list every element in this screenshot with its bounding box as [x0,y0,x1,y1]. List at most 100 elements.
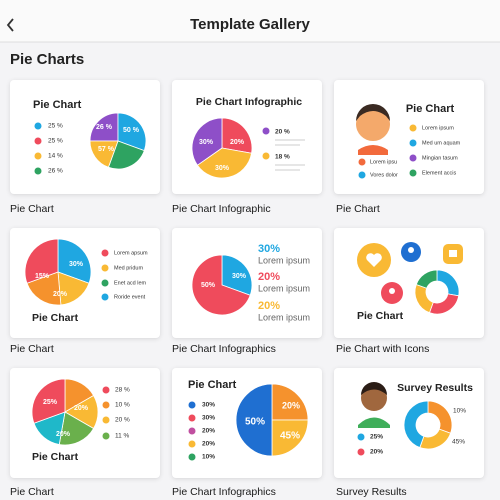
back-button[interactable] [6,18,14,32]
slice-label: 10% [453,408,466,415]
legend-label: Lorem ipsum [258,255,310,265]
legend-label: 25 % [48,123,63,130]
legend-label: 18 % [275,154,290,161]
thumb-title: Pie Chart [32,312,79,324]
slice-label: 15% [35,273,50,280]
legend-dot [357,448,365,456]
legend-dot [102,432,110,440]
pie-slice [24,238,59,284]
legend-label: 25 % [48,138,63,145]
card-caption[interactable]: Pie Chart [10,203,54,215]
legend-dot [188,427,196,435]
card-thumbnail[interactable] [334,80,484,194]
thumb-title: Pie Chart [188,379,237,391]
pie-slice [235,383,273,457]
thumb-title: Pie Chart [357,310,404,322]
avatar [361,385,387,411]
slice-label: 50 % [123,127,140,134]
thumb-title: Survey Results [397,382,473,394]
pie-slice [107,140,145,170]
card-caption[interactable]: Pie Chart [10,486,54,498]
legend-value: 20% [258,300,280,312]
avatar-body [358,145,388,155]
pie-slice [58,411,95,446]
slice-label: 26 % [96,124,113,131]
flag-icon [449,250,457,257]
legend-label: 10 % [115,402,130,409]
user-icon [389,288,395,294]
legend-label: Lorem ipsu [370,159,397,165]
legend-label: 11 % [115,433,130,440]
slice-label: 20% [56,431,71,438]
legend-label: 26 % [48,168,63,175]
legend-dot [409,169,417,177]
card-caption[interactable]: Pie Chart Infographic [172,203,271,215]
card-caption[interactable]: Pie Chart [336,203,380,215]
legend-label: 20 % [275,129,290,136]
slice-label: 30% [215,165,230,172]
legend-value: 20% [258,271,280,283]
slice-label: 50% [201,282,216,289]
legend-label: 10% [202,454,215,461]
pie-slice [57,238,92,284]
legend-dot [34,122,42,130]
legend-dot [358,158,366,166]
thumb-title: Pie Chart Infographic [196,96,302,108]
avatar-hair [356,104,390,121]
legend-dot [188,401,196,409]
legend-dot [188,440,196,448]
slice-label: 20% [282,400,300,410]
legend-value: 30% [258,243,280,255]
card-caption[interactable]: Pie Chart Infographics [172,343,276,355]
legend-label: Med pridum [114,265,143,271]
legend-label: Lorem ipsum [422,125,454,131]
legend-label: 30% [202,402,215,409]
legend-dot [262,127,270,135]
slice-label: 30% [199,139,214,146]
pie-slice [271,419,309,457]
header-title: Template Gallery [190,16,310,33]
card-caption[interactable]: Pie Chart Infographics [172,486,276,498]
slice-label: 30% [232,273,247,280]
pie-slice [117,112,147,152]
legend-label: Enet acd lem [114,280,147,286]
legend-dot [358,171,366,179]
legend-label: 20% [202,441,215,448]
avatar [356,107,390,141]
legend-dot [188,453,196,461]
pie-slice [89,112,119,142]
card-caption[interactable]: Survey Results [336,486,407,498]
legend-label: Roride event [114,294,146,300]
avatar-hair [361,382,387,395]
legend-dot [34,137,42,145]
legend-dot [101,279,109,287]
pie-slice [191,254,251,316]
pie-slice [191,117,223,166]
legend-label: 28 % [115,387,130,394]
legend-label: 20% [370,449,383,456]
pie-slice [31,378,66,424]
legend-label: Mingian tasum [422,155,458,161]
slice-label: 45% [452,439,465,446]
legend-label: 20 % [115,417,130,424]
thumb-title: Pie Chart [406,103,455,115]
card-caption[interactable]: Pie Chart with Icons [336,343,429,355]
slice-label: 57 % [98,146,115,153]
legend-label: Element accis [422,170,456,176]
heart-icon [366,253,382,267]
legend-label: Lorem apsum [114,250,148,256]
top-bar [0,0,500,42]
legend-dot [101,249,109,257]
legend-dot [101,293,109,301]
legend-label: 20% [202,428,215,435]
legend-label: Lorem ipsum [258,283,310,293]
section-title: Pie Charts [10,51,84,68]
legend-label: 30% [202,415,215,422]
slice-label: 25% [43,399,58,406]
card-caption[interactable]: Pie Chart [10,343,54,355]
pie-slice [196,147,253,179]
slice-label: 30% [69,261,84,268]
legend-dot [102,386,110,394]
legend-dot [188,414,196,422]
